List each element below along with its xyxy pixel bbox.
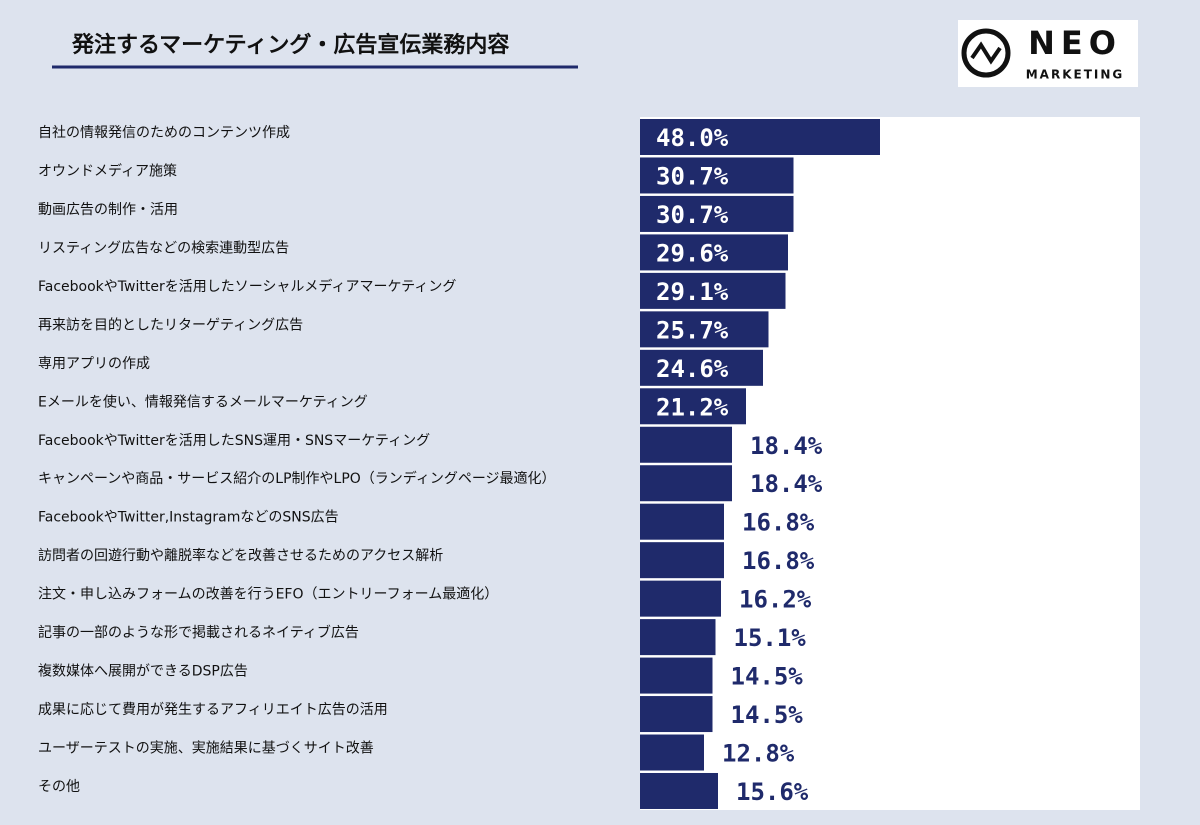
- value-label: 25.7%: [656, 316, 729, 344]
- value-label: 29.6%: [656, 239, 729, 267]
- bar: [640, 580, 721, 617]
- bar: [640, 426, 732, 463]
- category-label: 記事の一部のような形で掲載されるネイティブ広告: [38, 624, 359, 641]
- bar: [640, 772, 718, 809]
- bar: [640, 542, 724, 579]
- logo-tagline: MARKETING: [1026, 68, 1125, 82]
- value-label: 29.1%: [656, 278, 729, 306]
- plot-area: [640, 117, 1140, 810]
- category-label: 訪問者の回遊行動や離脱率などを改善させるためのアクセス解析: [38, 547, 443, 564]
- bar: [640, 234, 788, 271]
- category-label: リスティング広告などの検索連動型広告: [38, 239, 289, 256]
- category-label: キャンペーンや商品・サービス紹介のLP制作やLPO（ランディングページ最適化）: [38, 470, 556, 487]
- bar: [640, 272, 786, 309]
- logo-icon: [961, 28, 1011, 78]
- logo-name: NEO: [1028, 24, 1122, 62]
- value-label: 21.2%: [656, 393, 729, 421]
- category-label: FacebookやTwitterを活用したSNS運用・SNSマーケティング: [38, 433, 430, 449]
- value-label: 18.4%: [750, 470, 823, 498]
- bar: [640, 734, 704, 771]
- logo-icon-line: [970, 41, 1002, 65]
- bar: [640, 619, 716, 656]
- category-label: 注文・申し込みフォームの改善を行うEFO（エントリーフォーム最適化）: [38, 586, 498, 603]
- category-label: Eメールを使い、情報発信するメールマーケティング: [38, 393, 368, 410]
- category-label: 再来訪を目的としたリターゲティング広告: [38, 317, 303, 333]
- value-label: 48.0%: [656, 124, 729, 152]
- category-label: FacebookやTwitter,InstagramなどのSNS広告: [38, 510, 339, 526]
- value-label: 14.5%: [731, 663, 804, 691]
- bar: [640, 311, 769, 348]
- bar: [640, 157, 794, 194]
- category-label: 動画広告の制作・活用: [38, 202, 178, 218]
- value-label: 30.7%: [656, 201, 729, 229]
- value-label: 15.6%: [736, 778, 809, 806]
- category-label: FacebookやTwitterを活用したソーシャルメディアマーケティング: [38, 278, 456, 295]
- chart-title: 発注するマーケティング・広告宣伝業務内容: [71, 32, 509, 58]
- bar: [640, 503, 724, 540]
- value-label: 12.8%: [722, 740, 795, 768]
- bar: [640, 465, 732, 502]
- category-label: ユーザーテストの実施、実施結果に基づくサイト改善: [38, 740, 374, 757]
- value-label: 14.5%: [731, 701, 804, 729]
- value-label: 18.4%: [750, 432, 823, 460]
- category-label: 自社の情報発信のためのコンテンツ作成: [38, 125, 290, 141]
- bar: [640, 119, 880, 155]
- value-label: 24.6%: [656, 355, 729, 383]
- bar: [640, 696, 713, 733]
- value-label: 30.7%: [656, 162, 729, 190]
- category-label: 複数媒体へ展開ができるDSP広告: [38, 663, 248, 680]
- category-label: 専用アプリの作成: [38, 356, 150, 372]
- category-label: その他: [38, 779, 80, 795]
- bar: [640, 388, 746, 425]
- value-label: 16.2%: [739, 586, 812, 614]
- category-label: オウンドメディア施策: [38, 162, 177, 179]
- bar: [640, 195, 794, 232]
- value-label: 16.8%: [742, 547, 815, 575]
- value-label: 15.1%: [734, 624, 807, 652]
- value-label: 16.8%: [742, 509, 815, 537]
- category-label: 成果に応じて費用が発生するアフィリエイト広告の活用: [38, 702, 388, 718]
- bar: [640, 657, 713, 694]
- bar: [640, 349, 763, 386]
